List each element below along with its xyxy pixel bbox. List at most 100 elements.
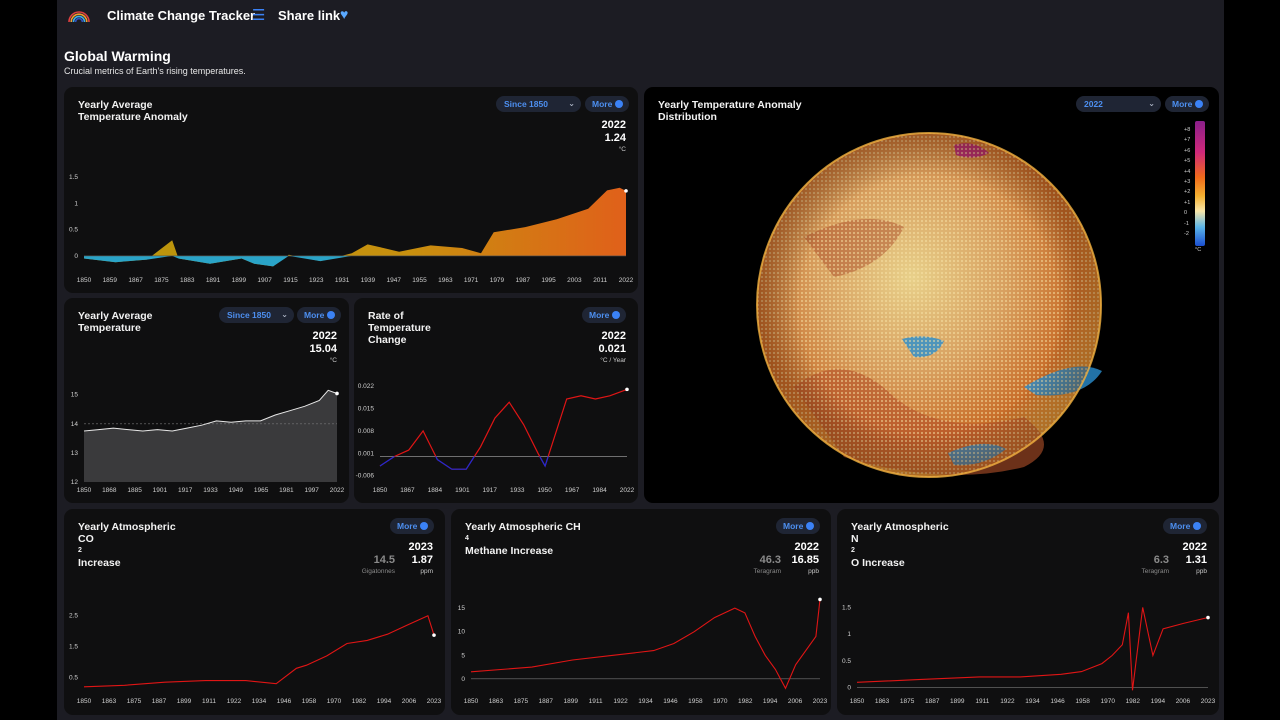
latest-point: [818, 597, 822, 602]
x-tick-label: 2011: [593, 277, 607, 284]
x-tick-label: 1946: [277, 698, 292, 705]
x-tick-label: 1922: [613, 698, 628, 705]
x-tick-label: 1958: [1075, 698, 1090, 705]
more-button[interactable]: More: [582, 307, 627, 323]
x-tick-label: 2023: [813, 698, 828, 705]
x-tick-label: 1863: [875, 698, 890, 705]
blue-heart-icon[interactable]: ♥: [340, 6, 349, 22]
y-tick-label: 15: [71, 392, 79, 399]
x-tick-label: 1934: [252, 698, 267, 705]
y-tick-label: 0.5: [842, 658, 851, 665]
section-title: Global Warming: [64, 48, 171, 64]
anomaly-negative-area: [84, 255, 626, 267]
more-button[interactable]: More: [776, 518, 821, 534]
share-link-button[interactable]: Share link: [278, 8, 341, 23]
y-tick-label: 2.5: [69, 613, 78, 620]
panel-title: Yearly Temperature Anomaly Distribution: [658, 99, 802, 123]
colorbar-tick-label: +6: [1184, 147, 1191, 154]
x-tick-label: 1867: [128, 277, 143, 284]
range-dropdown[interactable]: Since 1850 ⌄: [496, 96, 581, 112]
rate-negative-line: [379, 456, 549, 470]
n2o-panel: 1.5 1 0.5 0 1850 1863 1875 1887 1899 1911 1922 1934…: [837, 509, 1219, 715]
rainbow-logo-icon[interactable]: [67, 8, 91, 24]
x-tick-label: 2022: [620, 487, 635, 494]
x-tick-label: 1850: [464, 698, 479, 705]
latest-point: [1206, 615, 1210, 620]
x-tick-label: 1958: [688, 698, 703, 705]
range-dropdown[interactable]: Since 1850 ⌄: [219, 307, 294, 323]
x-tick-label: 1982: [352, 698, 367, 705]
y-tick-label: 0.008: [358, 428, 375, 435]
info-icon: [1193, 522, 1202, 530]
year-dropdown[interactable]: 2022 ⌄: [1076, 96, 1161, 112]
app-title: Climate Change Tracker: [107, 8, 256, 23]
latest-point: [335, 391, 339, 396]
panel-title: Yearly Average Temperature: [78, 310, 153, 334]
y-tick-label: 0.5: [69, 227, 78, 234]
x-tick-label: 1946: [663, 698, 678, 705]
x-tick-label: 2022: [619, 277, 634, 284]
info-icon: [1195, 100, 1204, 108]
x-tick-label: 1899: [177, 698, 192, 705]
x-tick-label: 1979: [490, 277, 505, 284]
x-tick-label: 1868: [102, 487, 117, 494]
co2-panel: 2.5 1.5 0.5 1850 1863 1875 1887 1899 1911 1922 193…: [64, 509, 445, 715]
globe-map[interactable]: [644, 87, 1219, 503]
x-tick-label: 1850: [77, 698, 92, 705]
x-tick-label: 1891: [206, 277, 221, 284]
info-icon: [806, 522, 815, 530]
colorbar-tick-label: -1: [1184, 220, 1189, 227]
stat-value: 15.04: [309, 343, 337, 355]
panel-title: Yearly Atmospheric CH 4 Methane Increase: [465, 521, 581, 557]
x-tick-label: 1934: [638, 698, 653, 705]
y-tick-label: 1.5: [69, 644, 78, 651]
x-tick-label: 1863: [489, 698, 504, 705]
y-tick-label: 0.5: [69, 675, 78, 682]
x-tick-label: 1970: [1100, 698, 1115, 705]
more-button[interactable]: More: [390, 518, 435, 534]
colorbar-unit: °C: [1195, 247, 1202, 253]
x-tick-label: 1899: [563, 698, 578, 705]
more-button[interactable]: More: [1163, 518, 1208, 534]
x-tick-label: 1958: [302, 698, 317, 705]
y-tick-label: 15: [458, 605, 466, 612]
x-tick-label: 2006: [402, 698, 417, 705]
x-tick-label: 1931: [335, 277, 350, 284]
info-icon: [612, 311, 621, 319]
stat-unit: °C: [618, 146, 626, 153]
stat-unit: ppb: [1196, 568, 1207, 575]
x-tick-label: 1967: [565, 487, 580, 494]
y-tick-label: 12: [71, 479, 79, 486]
x-tick-label: 1955: [412, 277, 427, 284]
x-tick-label: 1859: [103, 277, 118, 284]
stat-year: 2023: [408, 541, 433, 553]
x-tick-label: 1995: [541, 277, 556, 284]
x-tick-label: 2023: [1201, 698, 1216, 705]
x-tick-label: 1933: [203, 487, 218, 494]
stat-unit: ppb: [808, 568, 819, 575]
x-tick-label: 1934: [1025, 698, 1040, 705]
x-tick-label: 1901: [153, 487, 168, 494]
y-tick-label: 10: [458, 629, 466, 636]
stat-unit: ppm: [420, 568, 433, 575]
x-tick-label: 1911: [975, 698, 989, 705]
hamburger-menu-icon[interactable]: ☰: [252, 7, 266, 24]
x-tick-label: 1971: [464, 277, 479, 284]
colorbar-tick-label: +3: [1184, 179, 1191, 185]
x-tick-label: 2006: [788, 698, 803, 705]
stat-alt-unit: Teragram: [753, 568, 781, 575]
stat-value: 1.31: [1185, 554, 1207, 566]
more-button[interactable]: More: [297, 307, 342, 323]
stat-alt-unit: Teragram: [1141, 568, 1169, 575]
x-tick-label: 1984: [592, 487, 607, 494]
x-tick-label: 1850: [77, 487, 92, 494]
colorbar: [1195, 121, 1205, 246]
x-tick-label: 1867: [400, 487, 415, 494]
anomaly-panel: 1.5 1 0.5 0 1850 1859 1867 1875 1883 1891 1899 1907…: [64, 87, 638, 293]
stat-value: 0.021: [598, 343, 626, 355]
more-button[interactable]: More: [1165, 96, 1210, 112]
more-button[interactable]: More: [585, 96, 630, 112]
stat-alt-value: 46.3: [759, 554, 781, 566]
stat-year: 2022: [601, 119, 626, 131]
colorbar-tick-label: +4: [1184, 168, 1191, 175]
